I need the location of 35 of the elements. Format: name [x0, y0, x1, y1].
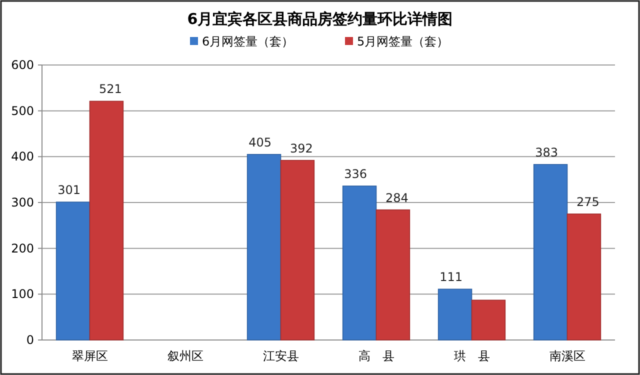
- data-label: 301: [58, 183, 80, 198]
- y-tick-label: 300: [11, 196, 34, 210]
- x-tick-label: 珙 县: [454, 349, 490, 363]
- data-label: 521: [99, 82, 122, 96]
- x-tick-label: 叙州区: [167, 349, 204, 363]
- data-label: 284: [386, 190, 408, 205]
- bar: [533, 164, 568, 340]
- data-label: 336: [344, 167, 367, 181]
- x-tick-label: 高 县: [358, 349, 394, 363]
- data-label: 275: [576, 194, 600, 209]
- data-label: 111: [440, 270, 462, 284]
- legend-label: 5月网签量（套）: [357, 34, 449, 48]
- chart-title: 6月宜宾各区县商品房签约量环比详情图: [187, 10, 453, 28]
- legend-label: 6月网签量（套）: [202, 34, 294, 48]
- y-tick-label: 500: [11, 104, 34, 118]
- x-tick-label: 翠屏区: [72, 349, 108, 363]
- y-tick-label: 0: [26, 333, 34, 347]
- bar: [280, 160, 315, 340]
- data-label: 392: [290, 141, 313, 156]
- bar: [438, 288, 472, 340]
- y-tick-label: 600: [11, 58, 34, 72]
- bar: [342, 186, 377, 340]
- data-label: 405: [248, 135, 272, 150]
- y-tick-label: 200: [11, 241, 34, 256]
- bar: [566, 214, 602, 340]
- x-tick-label: 南溪区: [549, 349, 586, 363]
- x-tick-label: 江安县: [262, 349, 299, 363]
- data-label: 383: [535, 145, 558, 160]
- bar: [471, 300, 506, 340]
- bar: [56, 202, 90, 340]
- bar: [246, 154, 282, 340]
- bar: [376, 209, 410, 340]
- y-tick-label: 100: [11, 287, 34, 302]
- bar: [89, 100, 124, 340]
- y-tick-label: 400: [11, 150, 34, 164]
